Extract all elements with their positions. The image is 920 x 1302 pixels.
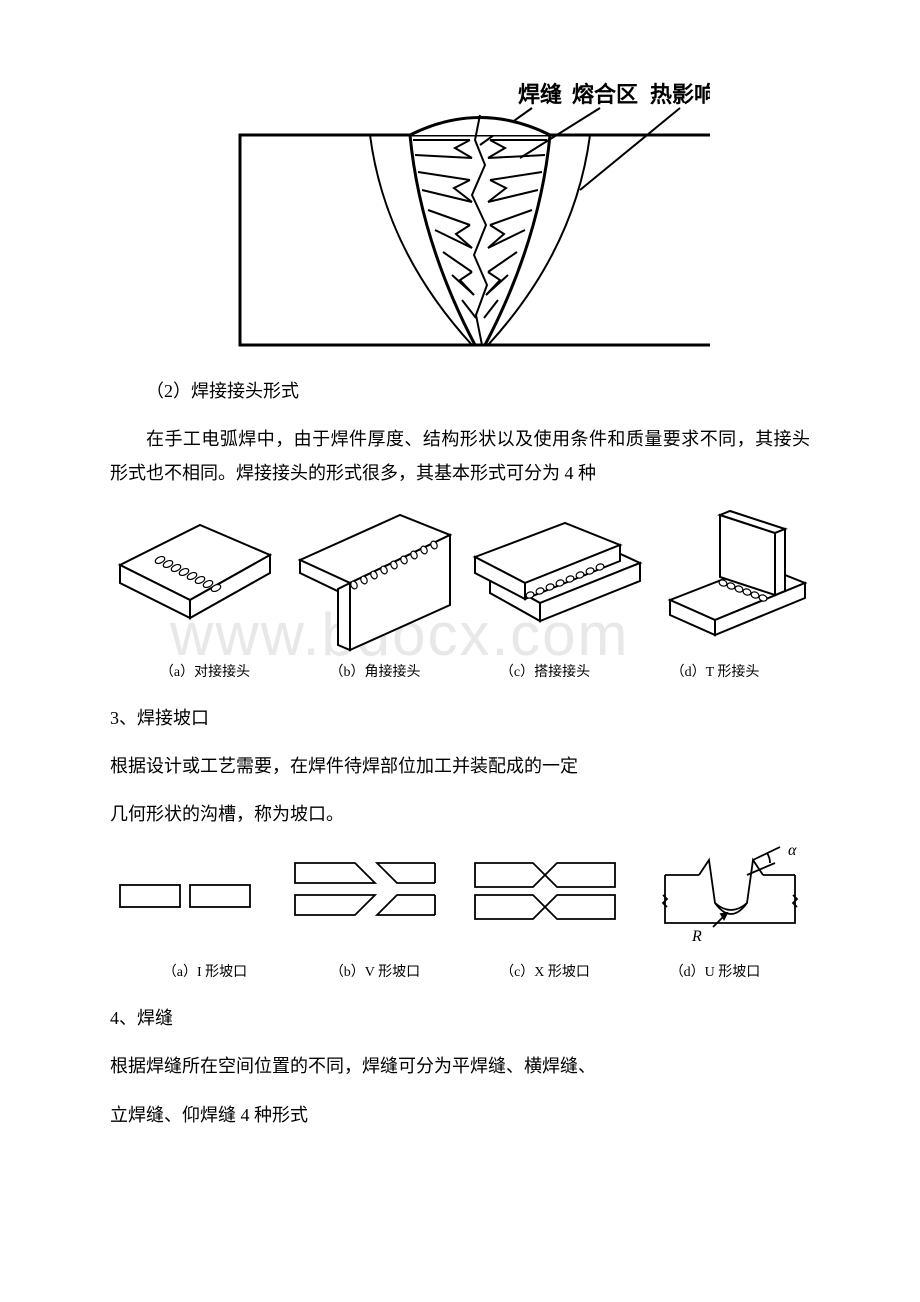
- groove-R: R: [691, 928, 702, 945]
- groove-alpha: α: [788, 845, 797, 859]
- label-weld: 焊缝: [518, 82, 562, 107]
- label-haz: 热影响区: [650, 82, 710, 107]
- groove-types-figure: α R （a）I 形坡口 （b）V 形坡口 （c）X 形坡口 （d）U 形坡口: [110, 845, 810, 981]
- sec3-heading: 3、焊接坡口: [110, 701, 810, 735]
- weld-cross-section-svg: 焊缝 熔合区 热影响区: [210, 80, 710, 360]
- sec2-body: 在手工电弧焊中，由于焊件厚度、结构形状以及使用条件和质量要求不同，其接头形式也不…: [110, 422, 810, 490]
- joint-types-svg: [110, 505, 810, 655]
- joint-label-d: （d）T 形接头: [630, 661, 800, 681]
- joint-label-b: （b）角接接头: [290, 661, 460, 681]
- sec2-heading: （2）焊接接头形式: [110, 374, 810, 408]
- joint-label-c: （c）搭接接头: [460, 661, 630, 681]
- joint-types-figure: www.bdocx.com: [110, 505, 810, 681]
- sec4-line2: 立焊缝、仰焊缝 4 种形式: [110, 1098, 810, 1132]
- groove-label-b: （b）V 形坡口: [290, 961, 460, 981]
- sec3-line1: 根据设计或工艺需要，在焊件待焊部位加工并装配成的一定: [110, 749, 810, 783]
- weld-cross-section-figure: 焊缝 熔合区 热影响区: [110, 80, 810, 360]
- joint-labels-row: （a）对接接头 （b）角接接头 （c）搭接接头 （d）T 形接头: [110, 661, 810, 681]
- joint-label-a: （a）对接接头: [120, 661, 290, 681]
- groove-labels-row: （a）I 形坡口 （b）V 形坡口 （c）X 形坡口 （d）U 形坡口: [110, 961, 810, 981]
- sec4-heading: 4、焊缝: [110, 1001, 810, 1035]
- sec4-line1: 根据焊缝所在空间位置的不同，焊缝可分为平焊缝、横焊缝、: [110, 1049, 810, 1083]
- groove-types-svg: α R: [110, 845, 810, 955]
- groove-label-a: （a）I 形坡口: [120, 961, 290, 981]
- groove-label-c: （c）X 形坡口: [460, 961, 630, 981]
- groove-label-d: （d）U 形坡口: [630, 961, 800, 981]
- sec3-line2: 几何形状的沟槽，称为坡口。: [110, 797, 810, 831]
- label-fusion: 熔合区: [572, 82, 638, 107]
